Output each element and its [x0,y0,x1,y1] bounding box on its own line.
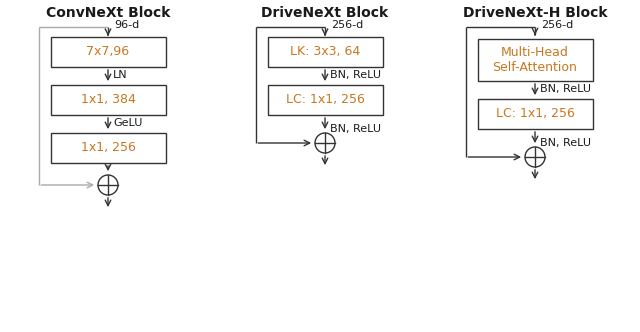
Bar [477,39,593,81]
Text: BN, ReLU: BN, ReLU [330,124,381,134]
Text: BN, ReLU: BN, ReLU [330,70,381,80]
Text: BN, ReLU: BN, ReLU [540,84,591,94]
Text: LC: 1x1, 256: LC: 1x1, 256 [285,94,364,107]
Text: 7x7,96: 7x7,96 [86,45,129,58]
Bar [268,85,383,115]
Text: 1x1, 256: 1x1, 256 [81,141,136,154]
Text: DriveNeXt Block: DriveNeXt Block [261,6,388,20]
Text: DriveNeXt-H Block: DriveNeXt-H Block [463,6,607,20]
Text: LK: 3x3, 64: LK: 3x3, 64 [290,45,360,58]
Text: Multi-Head
Self-Attention: Multi-Head Self-Attention [493,46,577,74]
Text: 256-d: 256-d [541,20,573,30]
Text: 96-d: 96-d [114,20,140,30]
Text: ConvNeXt Block: ConvNeXt Block [46,6,170,20]
Bar [268,37,383,67]
Bar [51,37,166,67]
Text: LN: LN [113,70,127,80]
Text: LC: 1x1, 256: LC: 1x1, 256 [495,108,575,121]
Text: BN, ReLU: BN, ReLU [540,138,591,148]
Bar [51,85,166,115]
Text: GeLU: GeLU [113,118,142,128]
Text: 256-d: 256-d [331,20,364,30]
Bar [51,133,166,163]
Text: 1x1, 384: 1x1, 384 [81,94,136,107]
Bar [477,99,593,129]
